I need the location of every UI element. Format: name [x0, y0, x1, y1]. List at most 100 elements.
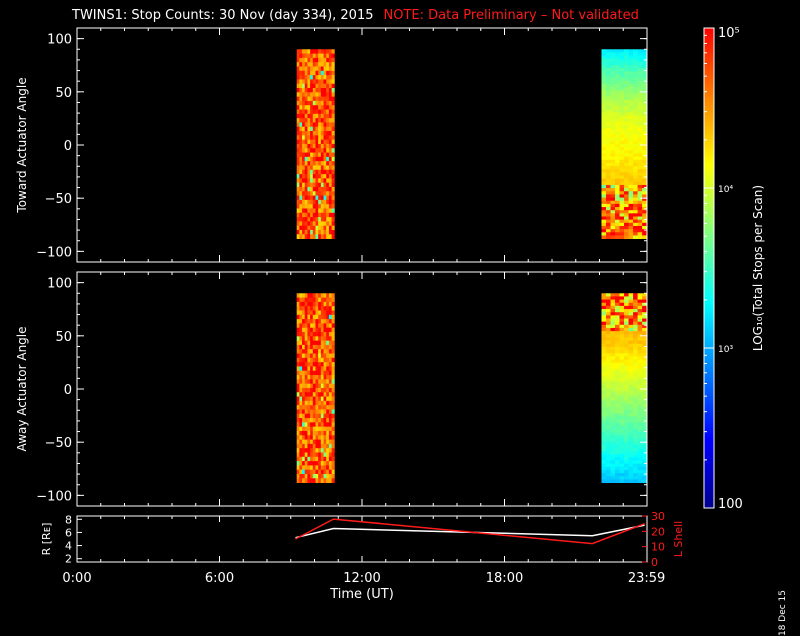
heatmap-cell — [642, 147, 647, 151]
heatmap-cell — [323, 478, 327, 483]
heatmap-cell — [601, 134, 607, 139]
heatmap-cell — [320, 88, 324, 93]
heatmap-cell — [296, 297, 300, 303]
heatmap-cell — [628, 115, 634, 120]
heatmap-cell — [331, 392, 335, 397]
heatmap-cell — [628, 473, 634, 477]
heatmap-cell — [601, 293, 607, 297]
heatmap-cell — [328, 336, 333, 341]
heatmap-cell — [318, 413, 322, 419]
heatmap-cell — [318, 212, 322, 218]
heatmap-cell — [320, 400, 324, 406]
heatmap-cell — [628, 369, 634, 373]
heatmap-cell — [307, 478, 311, 483]
heatmap-cell — [637, 327, 643, 332]
heatmap-cell — [615, 188, 620, 192]
heatmap-cell — [605, 184, 611, 189]
heatmap-cell — [633, 293, 638, 297]
heatmap-cell — [307, 182, 311, 188]
heatmap-cell — [624, 299, 629, 304]
heatmap-cell — [315, 221, 319, 227]
heatmap-cell — [320, 426, 324, 432]
heatmap-cell — [624, 353, 629, 357]
heatmap-cell — [299, 66, 303, 72]
heatmap-cell — [318, 88, 322, 93]
heatmap-cell — [331, 53, 335, 59]
heatmap-cell — [310, 473, 314, 479]
heatmap-cell — [323, 75, 327, 80]
y-tick-label: 8 — [65, 513, 72, 526]
heatmap-cell — [633, 479, 638, 483]
heatmap-cell — [328, 439, 333, 445]
heatmap-cell — [642, 203, 647, 208]
heatmap-cell — [619, 80, 625, 85]
heatmap-cell — [296, 182, 300, 188]
heatmap-cell — [320, 353, 324, 359]
heatmap-cell — [304, 392, 308, 397]
heatmap-cell — [296, 375, 300, 380]
heatmap-cell — [296, 109, 300, 115]
heatmap-cell — [326, 413, 330, 419]
heatmap-cell — [331, 301, 335, 307]
heatmap-cell — [320, 430, 324, 436]
heatmap-cell — [302, 353, 306, 359]
heatmap-cell — [605, 372, 611, 376]
heatmap-cell — [601, 49, 607, 53]
heatmap-cell — [318, 225, 322, 231]
heatmap-cell — [323, 456, 327, 462]
heatmap-cell — [326, 314, 330, 320]
heatmap-cell — [315, 310, 319, 316]
heatmap-cell — [320, 212, 324, 218]
heatmap-cell — [318, 443, 322, 449]
heatmap-cell — [619, 321, 625, 326]
heatmap-cell — [605, 87, 611, 91]
heatmap-cell — [637, 381, 643, 386]
preliminary-note: NOTE: Data Preliminary – Not validated — [383, 8, 639, 23]
heatmap-cell — [619, 438, 625, 442]
heatmap-cell — [624, 128, 629, 132]
heatmap-cell — [299, 327, 303, 333]
heatmap-cell — [637, 435, 643, 439]
heatmap-cell — [624, 387, 629, 392]
heatmap-cell — [323, 332, 327, 337]
heatmap-cell — [302, 323, 306, 329]
heatmap-cell — [310, 336, 314, 341]
heatmap-cell — [304, 301, 308, 307]
heatmap-cell — [615, 58, 620, 63]
heatmap-cell — [633, 207, 638, 211]
heatmap-cell — [619, 49, 625, 53]
heatmap-cell — [610, 387, 616, 392]
heatmap-cell — [642, 125, 647, 129]
heatmap-cell — [323, 461, 327, 466]
heatmap-cell — [326, 405, 330, 410]
heatmap-cell — [299, 426, 303, 432]
heatmap-cell — [619, 203, 625, 208]
heatmap-cell — [624, 216, 629, 221]
heatmap-cell — [326, 293, 330, 298]
heatmap-cell — [315, 362, 319, 367]
heatmap-cell — [610, 55, 616, 60]
heatmap-cell — [318, 336, 322, 341]
heatmap-cell — [601, 162, 607, 167]
heatmap-cell — [307, 465, 311, 471]
heatmap-cell — [307, 53, 311, 59]
heatmap-cell — [328, 49, 333, 54]
heatmap-cell — [642, 454, 647, 458]
heatmap-cell — [628, 296, 634, 300]
heatmap-cell — [637, 387, 643, 392]
heatmap-cell — [615, 210, 620, 214]
heatmap-cell — [637, 305, 643, 310]
heatmap-cell — [312, 469, 316, 475]
heatmap-cell — [637, 125, 643, 129]
heatmap-cell — [619, 150, 625, 154]
colorbar-gradient — [703, 27, 715, 509]
heatmap-cell — [328, 357, 333, 363]
heatmap-cell — [299, 195, 303, 201]
heatmap-cell — [624, 175, 629, 180]
heatmap-cell — [615, 90, 620, 94]
heatmap-cell — [331, 70, 335, 76]
heatmap-cell — [299, 405, 303, 410]
heatmap-cell — [642, 369, 647, 373]
heatmap-cell — [642, 191, 647, 195]
